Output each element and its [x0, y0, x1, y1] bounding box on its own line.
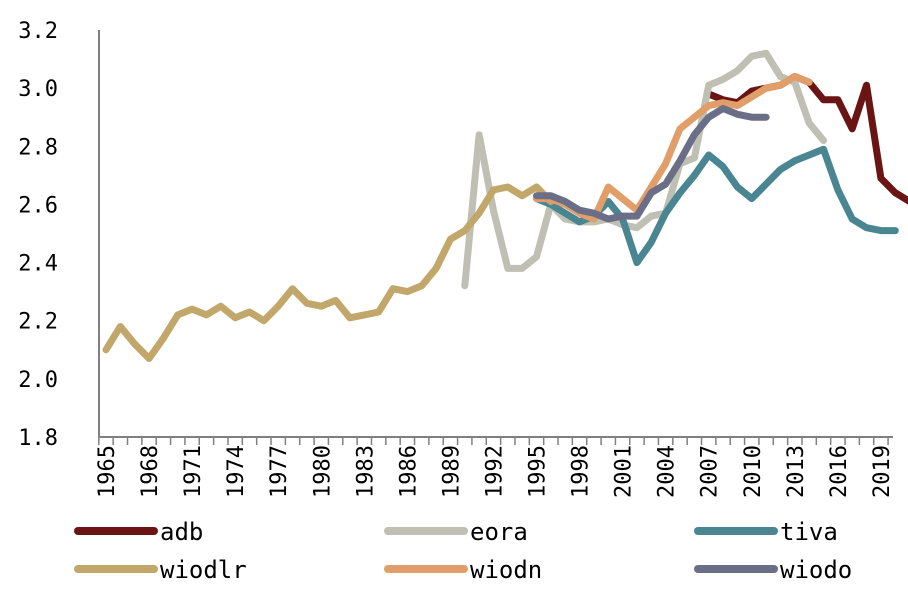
- legend-label-wiodn: wiodn: [470, 556, 542, 584]
- series-line-eora: [461, 49, 827, 290]
- x-tick-label: 2019: [870, 445, 895, 498]
- x-tick-label: 1995: [526, 445, 551, 498]
- y-tick-label: 1.8: [18, 426, 58, 451]
- legend-label-adb: adb: [160, 518, 203, 546]
- x-tick-label: 2016: [827, 445, 852, 498]
- x-tick-label: 1989: [439, 445, 464, 498]
- series-line-tiva: [533, 145, 899, 267]
- y-tick-label: 2.6: [18, 193, 58, 218]
- series-line-wiodo: [533, 105, 770, 223]
- legend: adb eora tiva wiodlr wiodn wiodo: [74, 518, 852, 584]
- x-tick-label: 2007: [698, 445, 723, 498]
- x-tick-label: 1971: [181, 445, 206, 498]
- x-tick-label: 2001: [612, 445, 637, 498]
- y-tick-label: 2.8: [18, 135, 58, 160]
- y-tick-label: 2.0: [18, 368, 58, 393]
- x-tick-label: 1980: [310, 445, 335, 498]
- x-tick-label: 1986: [396, 445, 421, 498]
- y-tick-label: 2.2: [18, 310, 58, 335]
- legend-label-wiodo: wiodo: [780, 556, 852, 584]
- x-tick-label: 2010: [741, 445, 766, 498]
- series-line-wiodlr: [102, 183, 555, 362]
- legend-label-eora: eora: [470, 518, 528, 546]
- y-tick-label: 3.0: [18, 77, 58, 102]
- series-layer: [102, 49, 908, 362]
- x-tick-label: 1998: [569, 445, 594, 498]
- legend-label-tiva: tiva: [780, 518, 838, 546]
- x-tick-label: 1983: [353, 445, 378, 498]
- y-tick-label: 2.4: [18, 252, 58, 277]
- axes: 1.8 2.0 2.2 2.4 2.6 2.8 3.0 3.2 1965 1968 1971 1974…: [18, 19, 895, 498]
- x-tick-label: 1974: [224, 445, 249, 498]
- x-tick-label: 1977: [267, 445, 292, 498]
- x-tick-label: 2004: [655, 445, 680, 498]
- legend-label-wiodlr: wiodlr: [160, 556, 247, 584]
- x-tick-label: 2013: [784, 445, 809, 498]
- x-tick-label: 1992: [482, 445, 507, 498]
- y-tick-label: 3.2: [18, 19, 58, 44]
- x-tick-label: 1968: [138, 445, 163, 498]
- x-tick-label: 1965: [95, 445, 120, 498]
